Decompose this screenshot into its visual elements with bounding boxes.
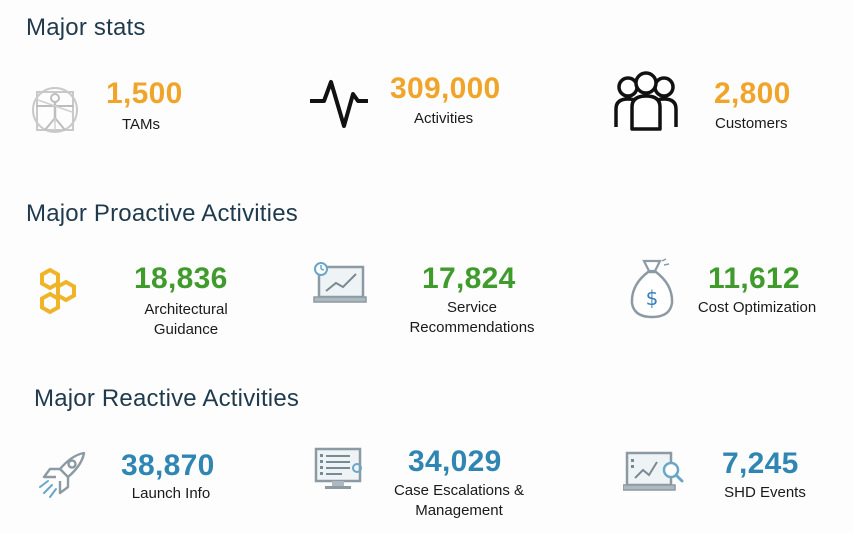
activity-pulse-icon xyxy=(310,74,368,130)
people-group-icon xyxy=(613,71,679,131)
launch-info-label-line1: Launch Info xyxy=(131,485,211,502)
tams-value: 1,500 xyxy=(106,77,183,110)
activities-label: Activities xyxy=(414,110,474,127)
service-recommendations-label-line1: Service xyxy=(446,299,498,316)
shd-events-value: 7,245 xyxy=(722,447,799,480)
architectural-guidance-label-line2: Guidance xyxy=(153,321,219,338)
cost-optimization-label-line1: Cost Optimization xyxy=(697,299,817,316)
proactive-heading: Major Proactive Activities xyxy=(26,200,298,227)
architectural-guidance-label: Architectural Guidance xyxy=(133,300,239,340)
cost-optimization-label: Cost Optimization xyxy=(684,298,830,318)
launch-info-value: 38,870 xyxy=(121,449,215,482)
customers-value: 2,800 xyxy=(714,77,791,110)
reactive-heading: Major Reactive Activities xyxy=(34,385,300,412)
customers-label: Customers xyxy=(715,115,788,132)
vitruvian-man-icon xyxy=(30,84,80,136)
architectural-guidance-value: 18,836 xyxy=(134,262,228,295)
monitor-list-icon xyxy=(312,446,366,492)
launch-info-label: Launch Info xyxy=(121,484,221,504)
money-bag-icon: $ xyxy=(628,257,676,319)
service-recommendations-value: 17,824 xyxy=(422,262,516,295)
architectural-guidance-label-line1: Architectural xyxy=(144,301,228,318)
case-escalations-label-line1: Case Escalations & xyxy=(393,482,525,499)
service-recommendations-label: Service Recommendations xyxy=(396,298,548,338)
shd-events-label-line1: SHD Events xyxy=(724,484,806,501)
service-recommendations-label-line2: Recommendations xyxy=(409,319,535,336)
hexagons-icon xyxy=(36,268,84,316)
case-escalations-label: Case Escalations & Management xyxy=(384,481,534,521)
case-escalations-value: 34,029 xyxy=(408,445,502,478)
shd-events-label: SHD Events xyxy=(712,483,818,503)
tams-label: TAMs xyxy=(122,116,161,133)
svg-text:$: $ xyxy=(646,286,659,310)
monitor-chart-icon xyxy=(312,261,368,305)
cost-optimization-value: 11,612 xyxy=(708,262,800,295)
rocket-icon xyxy=(38,449,90,503)
monitor-search-icon xyxy=(623,450,685,494)
activities-value: 309,000 xyxy=(390,72,501,105)
case-escalations-label-line2: Management xyxy=(415,502,503,519)
major-stats-heading: Major stats xyxy=(26,14,146,41)
